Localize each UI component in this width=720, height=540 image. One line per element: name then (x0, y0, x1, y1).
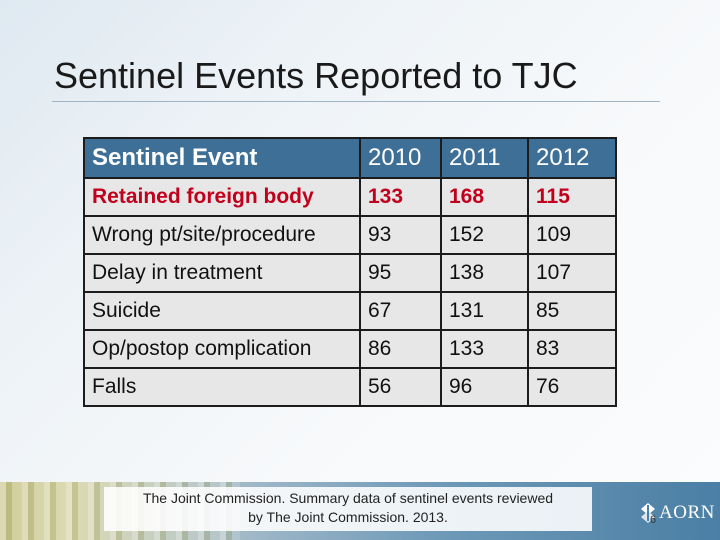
table-row: Falls 56 96 76 (83, 367, 617, 407)
aorn-logo: AORN (640, 500, 715, 526)
value-cell-2011: 168 (440, 177, 529, 217)
value-cell-2011: 152 (440, 215, 529, 255)
value-cell-2012: 107 (527, 253, 617, 293)
citation-line-2: by The Joint Commission. 2013. (248, 509, 448, 525)
table-row: Wrong pt/site/procedure 93 152 109 (83, 215, 617, 255)
table-header-row: Sentinel Event 2010 2011 2012 (83, 137, 617, 179)
event-name-cell: Op/postop complication (83, 329, 361, 369)
value-cell-2010: 93 (359, 215, 442, 255)
value-cell-2012: 115 (527, 177, 617, 217)
aorn-logo-icon (641, 503, 655, 523)
value-cell-2011: 96 (440, 367, 529, 407)
slide-title: Sentinel Events Reported to TJC (54, 55, 578, 96)
title-underline (52, 101, 660, 102)
event-name-cell: Delay in treatment (83, 253, 361, 293)
table-row: Suicide 67 131 85 (83, 291, 617, 331)
value-cell-2011: 131 (440, 291, 529, 331)
value-cell-2012: 83 (527, 329, 617, 369)
event-name-cell: Falls (83, 367, 361, 407)
table-row: Retained foreign body 133 168 115 (83, 177, 617, 217)
table-row: Op/postop complication 86 133 83 (83, 329, 617, 369)
value-cell-2010: 67 (359, 291, 442, 331)
slide-number: 6 (650, 514, 657, 526)
header-2010: 2010 (359, 137, 442, 179)
value-cell-2012: 85 (527, 291, 617, 331)
citation-line-1: The Joint Commission. Summary data of se… (142, 490, 554, 506)
value-cell-2010: 86 (359, 329, 442, 369)
value-cell-2011: 133 (440, 329, 529, 369)
value-cell-2011: 138 (440, 253, 529, 293)
value-cell-2012: 76 (527, 367, 617, 407)
table-row: Delay in treatment 95 138 107 (83, 253, 617, 293)
header-2011: 2011 (440, 137, 529, 179)
citation-background (104, 487, 592, 531)
value-cell-2010: 133 (359, 177, 442, 217)
event-name-cell: Suicide (83, 291, 361, 331)
event-name-cell: Wrong pt/site/procedure (83, 215, 361, 255)
value-cell-2010: 56 (359, 367, 442, 407)
value-cell-2012: 109 (527, 215, 617, 255)
value-cell-2010: 95 (359, 253, 442, 293)
event-name-cell: Retained foreign body (83, 177, 361, 217)
sentinel-events-table: Sentinel Event 2010 2011 2012 Retained f… (83, 137, 617, 407)
header-sentinel-event: Sentinel Event (83, 137, 361, 179)
aorn-logo-text: AORN (659, 502, 715, 523)
header-2012: 2012 (527, 137, 617, 179)
citation: The Joint Commission. Summary data of se… (104, 489, 592, 527)
